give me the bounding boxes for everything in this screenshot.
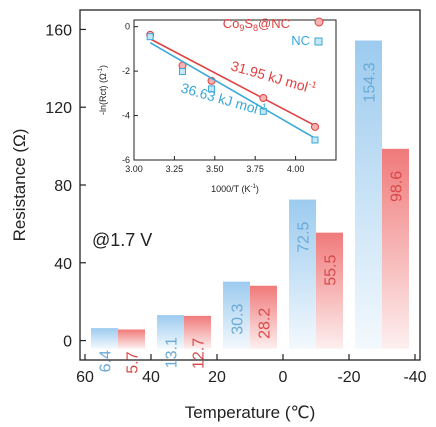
inset-y-title: -ln(Rct) (Ω-1) (98, 65, 108, 115)
main-y-tick-label: 160 (45, 22, 72, 39)
inset-point-nc (178, 68, 186, 76)
main-y-title: Resistance (Ω) (10, 129, 29, 242)
inset-y-tick-label: -6 (122, 155, 130, 165)
main-x-tick-label: -20 (337, 369, 360, 386)
inset-y-title-end: ) (98, 65, 108, 68)
legend-co-text: Co (223, 16, 240, 31)
bar-value-label: 72.5 (296, 221, 313, 252)
inset-legend-nc: NC (291, 33, 310, 48)
inset-fit-line (149, 41, 316, 139)
main-y-tick-label: 120 (45, 100, 72, 117)
legend-sub-9: 9 (239, 23, 244, 33)
main-y-tick-label: 0 (63, 334, 72, 351)
main-x-tick-label: 20 (208, 369, 226, 386)
inset-legend-co9s8-marker (314, 17, 324, 27)
bar-value-label: 12.7 (191, 338, 208, 369)
inset-point-co9s8 (310, 122, 319, 131)
bar-value-label: 13.1 (164, 337, 181, 368)
inset-y-tick-label: -2 (122, 66, 130, 76)
bar-red (250, 285, 277, 349)
inset-y-tick-label: -4 (122, 111, 130, 121)
inset-x-title-end: ) (256, 184, 259, 194)
bar-value-label: 6.4 (98, 350, 115, 372)
inset-x-tick-label: 3.75 (246, 164, 264, 174)
bar-value-label: 5.7 (125, 351, 142, 373)
bar-blue (223, 281, 250, 349)
main-y-tick-label: 40 (54, 256, 72, 273)
main-annotation: @1.7 V (92, 230, 152, 250)
inset-point-nc (311, 136, 319, 144)
inset-x-tick-label: 3.00 (125, 164, 143, 174)
bar-blue (157, 315, 184, 349)
inset-x-title-text: 1000/T (K (211, 184, 250, 194)
inset-x-tick-label: 3.50 (206, 164, 224, 174)
main-x-tick-label: -40 (403, 369, 426, 386)
inset-y-title-text: -ln(Rct) (Ω (98, 73, 108, 115)
main-x-tick-label: 40 (142, 369, 160, 386)
bar-red (316, 232, 343, 349)
bar-value-label: 30.3 (230, 304, 247, 335)
bar-red (382, 148, 409, 349)
bar-blue (91, 328, 118, 349)
main-x-tick-label: 60 (76, 369, 94, 386)
inset-x-title: 1000/T (K-1) (211, 184, 259, 194)
bar-red (118, 329, 145, 349)
bar-value-label: 28.2 (257, 308, 274, 339)
inset-point-nc (208, 85, 216, 93)
inset-point-nc (259, 107, 267, 115)
bar-blue (355, 40, 382, 349)
bar-blue (289, 199, 316, 349)
inset-fit-line (149, 38, 316, 127)
inset-legend-co9s8: Co9S8@NC (223, 16, 290, 33)
bar-red (184, 315, 211, 349)
inset-plot-frame (133, 19, 337, 161)
inset-y-tick-label: 0 (125, 22, 130, 32)
inset-y-title-sup: -1 (98, 67, 104, 73)
main-x-title: Temperature (℃) (185, 403, 316, 422)
inset-point-co9s8 (259, 94, 268, 102)
inset-background (134, 12, 336, 164)
bar-value-label: 154.3 (362, 62, 379, 102)
inset-x-tick-label: 4.00 (287, 164, 305, 174)
legend-nc-suffix: @NC (258, 16, 290, 31)
legend-s-text: S (244, 16, 253, 31)
annotation-nc-sup: -1 (257, 100, 267, 112)
inset-x-title-sup: -1 (251, 184, 257, 190)
inset-point-nc (146, 33, 154, 41)
main-y-tick-label: 80 (54, 178, 72, 195)
main-x-tick-label: 0 (279, 369, 288, 386)
bar-value-label: 55.5 (323, 255, 340, 286)
annotation-co9s8-sup: -1 (307, 78, 317, 90)
legend-sub-8: 8 (253, 23, 258, 33)
inset-legend-nc-marker (314, 37, 323, 46)
bar-value-label: 98.6 (389, 171, 406, 202)
inset-x-tick-label: 3.25 (166, 164, 184, 174)
